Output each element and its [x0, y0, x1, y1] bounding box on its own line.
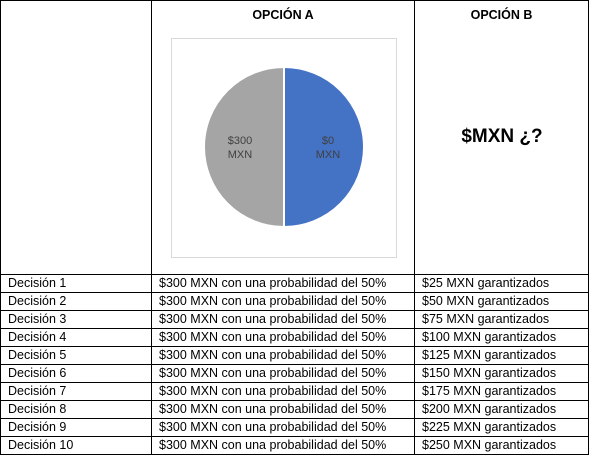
decision-label: Decisión 1	[0, 274, 152, 293]
decision-label: Decisión 2	[0, 292, 152, 311]
decision-label: Decisión 7	[0, 382, 152, 401]
table-row: Decisión 2 $300 MXN con una probabilidad …	[0, 292, 589, 311]
pie-slice-label: $0	[322, 135, 334, 147]
option-b-cell: $250 MXN garantizados	[414, 436, 589, 455]
table-row: Decisión 1 $300 MXN con una probabilidad …	[0, 274, 589, 293]
option-b-cell: $150 MXN garantizados	[414, 364, 589, 383]
option-b-cell: $25 MXN garantizados	[414, 274, 589, 293]
option-a-cell: $300 MXN con una probabilidad del 50%	[151, 418, 415, 437]
pie-chart-frame: $0 MXN $300 MXN	[171, 38, 397, 258]
decision-label: Decisión 10	[0, 436, 152, 455]
option-b-cell: $175 MXN garantizados	[414, 382, 589, 401]
option-a-cell: $300 MXN con una probabilidad del 50%	[151, 436, 415, 455]
pie-chart: $0 MXN $300 MXN	[203, 65, 365, 229]
option-b-cell: $50 MXN garantizados	[414, 292, 589, 311]
option-a-cell: $300 MXN con una probabilidad del 50%	[151, 346, 415, 365]
table-row: Decisión 3 $300 MXN con una probabilidad …	[0, 310, 589, 329]
pie-slice-1	[203, 65, 285, 229]
decision-label: Decisión 6	[0, 364, 152, 383]
option-a-cell: $300 MXN con una probabilidad del 50%	[151, 382, 415, 401]
option-b-amount: $MXN ¿?	[461, 126, 543, 147]
pie-slice-unit: MXN	[316, 149, 341, 161]
table-row: Decisión 9 $300 MXN con una probabilidad …	[0, 418, 589, 437]
table-row: Decisión 7 $300 MXN con una probabilidad …	[0, 382, 589, 401]
table-row: Decisión 5 $300 MXN con una probabilidad …	[0, 346, 589, 365]
option-a-cell: $300 MXN con una probabilidad del 50%	[151, 364, 415, 383]
option-b-cell: $125 MXN garantizados	[414, 346, 589, 365]
option-b-cell: $75 MXN garantizados	[414, 310, 589, 329]
table-row: Decisión 6 $300 MXN con una probabilidad …	[0, 364, 589, 383]
decision-label: Decisión 3	[0, 310, 152, 329]
decision-label: Decisión 5	[0, 346, 152, 365]
option-a-cell: $300 MXN con una probabilidad del 50%	[151, 310, 415, 329]
pie-slice-label: $300	[228, 135, 252, 147]
decision-label: Decisión 4	[0, 328, 152, 347]
decision-label: Decisión 9	[0, 418, 152, 437]
option-b-cell: $225 MXN garantizados	[414, 418, 589, 437]
pie-slice-unit: MXN	[228, 149, 253, 161]
pie-slice-0	[283, 65, 365, 229]
option-a-cell: $300 MXN con una probabilidad del 50%	[151, 400, 415, 419]
option-b-cell: $100 MXN garantizados	[414, 328, 589, 347]
decision-label: Decisión 8	[0, 400, 152, 419]
table-row: Decisión 4 $300 MXN con una probabilidad …	[0, 328, 589, 347]
table-row: Decisión 8 $300 MXN con una probabilidad …	[0, 400, 589, 419]
option-b-cell: $200 MXN garantizados	[414, 400, 589, 419]
option-a-cell: $300 MXN con una probabilidad del 50%	[151, 328, 415, 347]
table-row: Decisión 10 $300 MXN con una probabilidad…	[0, 436, 589, 455]
option-a-cell: $300 MXN con una probabilidad del 50%	[151, 292, 415, 311]
option-a-cell: $300 MXN con una probabilidad del 50%	[151, 274, 415, 293]
empty-corner-cell	[0, 0, 152, 275]
